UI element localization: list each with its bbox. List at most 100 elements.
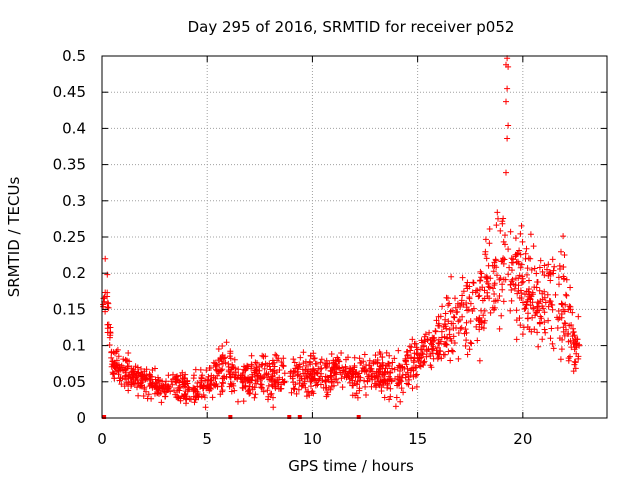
data-point [272, 377, 279, 384]
data-point [318, 356, 325, 363]
data-point [487, 309, 494, 316]
data-point [519, 331, 526, 338]
data-point [437, 313, 444, 320]
data-point [478, 270, 485, 277]
data-point [295, 386, 302, 393]
data-point [191, 387, 198, 394]
data-point [479, 297, 486, 304]
data-point [457, 325, 464, 332]
data-point [212, 382, 219, 389]
data-point [140, 393, 147, 399]
data-point [278, 381, 285, 388]
data-point [334, 379, 341, 386]
data-point [483, 274, 490, 281]
data-point [491, 306, 497, 313]
data-point [409, 385, 416, 392]
data-point [214, 367, 221, 374]
data-point [541, 272, 548, 279]
data-point [403, 361, 410, 368]
y-tick-label: 0.2 [62, 264, 86, 282]
data-point [246, 383, 253, 390]
data-point [547, 335, 554, 342]
data-point [291, 359, 298, 366]
data-point [454, 308, 461, 315]
data-point [387, 393, 394, 400]
data-point [330, 364, 337, 371]
data-point [339, 384, 346, 391]
data-point [330, 382, 337, 389]
data-point [556, 335, 563, 342]
data-point [333, 366, 340, 373]
data-point [451, 314, 458, 321]
data-point [534, 307, 541, 314]
data-point [308, 383, 314, 390]
data-point [391, 355, 398, 362]
data-point [338, 350, 345, 356]
data-point [478, 307, 485, 314]
data-point [135, 392, 142, 399]
data-point [317, 373, 324, 380]
data-point [475, 293, 482, 300]
y-tick-label: 0 [76, 409, 86, 427]
data-point [125, 381, 132, 388]
data-point [466, 346, 473, 353]
data-point [140, 371, 146, 378]
data-point [132, 368, 138, 375]
data-point [434, 344, 441, 351]
data-point [514, 290, 521, 297]
data-point [145, 391, 152, 398]
data-point [421, 358, 428, 365]
data-point [364, 373, 371, 380]
data-point [529, 291, 536, 298]
data-point [486, 240, 493, 247]
data-point [527, 231, 534, 238]
data-point [104, 325, 111, 332]
data-point [410, 373, 417, 380]
data-point [448, 320, 455, 327]
data-point [325, 385, 332, 391]
data-point [572, 365, 579, 372]
data-point [165, 372, 172, 379]
data-point [522, 250, 529, 257]
data-point [137, 382, 144, 389]
data-point [259, 384, 266, 391]
data-point [439, 303, 446, 310]
data-point [239, 384, 246, 391]
data-point [404, 369, 411, 376]
data-point [257, 375, 264, 382]
data-point [462, 342, 469, 349]
data-point [459, 313, 466, 320]
data-point [162, 393, 168, 400]
data-point [251, 394, 258, 401]
data-point [336, 358, 343, 365]
data-point [156, 391, 162, 397]
data-point [535, 343, 542, 350]
data-point [218, 383, 225, 390]
data-point [201, 394, 208, 401]
data-point [503, 98, 509, 105]
data-point [216, 361, 223, 368]
data-point-zero [287, 415, 292, 419]
data-point [505, 271, 512, 278]
data-point [272, 351, 279, 358]
data-point [393, 394, 400, 401]
data-point [430, 350, 436, 357]
data-point [435, 320, 442, 327]
data-point [494, 209, 501, 216]
data-point [500, 215, 507, 222]
data-point [312, 360, 319, 367]
data-point [227, 380, 234, 387]
data-point [563, 276, 570, 283]
y-tick-label: 0.25 [53, 228, 86, 246]
data-point [118, 381, 125, 388]
data-point [466, 295, 473, 302]
data-point [108, 348, 115, 355]
data-point [294, 368, 301, 375]
data-point-zero [356, 415, 361, 419]
data-point [484, 293, 491, 300]
data-point [420, 343, 427, 350]
data-point [379, 362, 385, 369]
data-point [490, 268, 497, 275]
data-point [356, 385, 363, 392]
data-point [464, 285, 471, 292]
